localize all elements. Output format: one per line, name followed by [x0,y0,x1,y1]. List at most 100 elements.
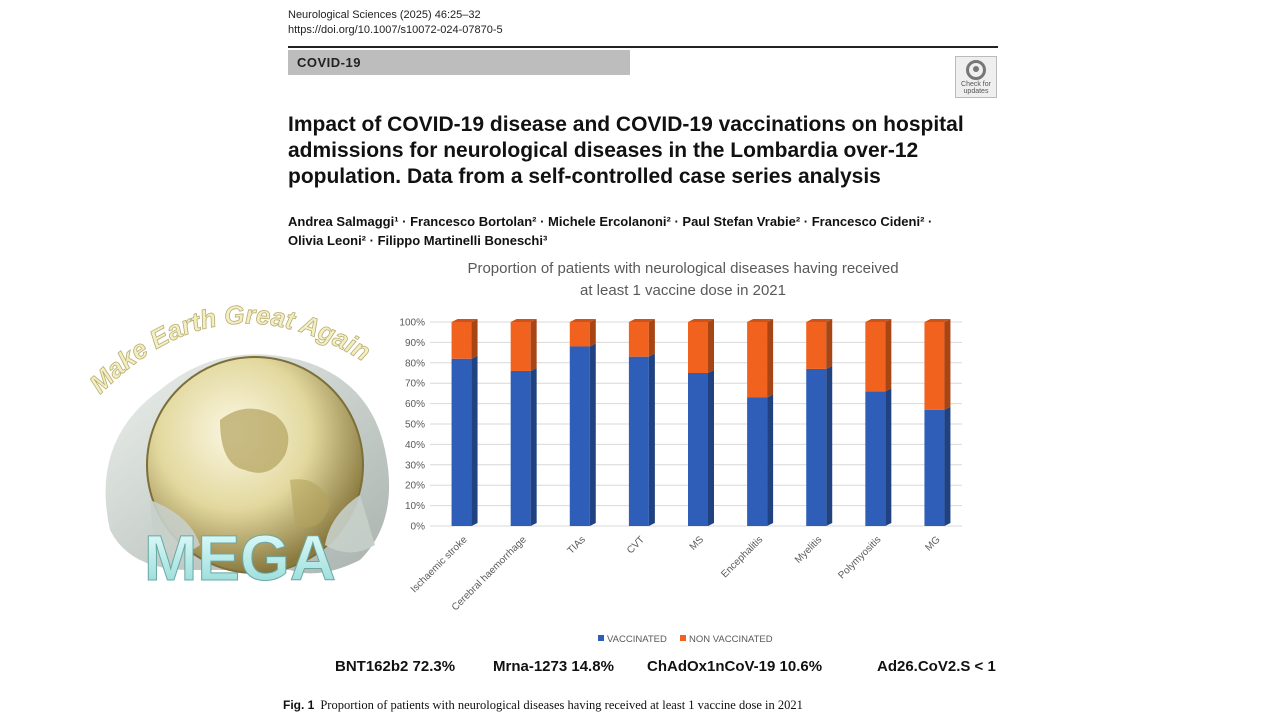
bar-side [708,370,714,526]
bar-vaccinated [747,394,774,526]
bar-non-vaccinated [628,319,655,357]
chart-title-line-2: at least 1 vaccine dose in 2021 [580,282,786,299]
bar-non-vaccinated [688,319,714,373]
vaccine-share-chadox1: ChAdOx1nCoV-19 10.6% [647,658,823,675]
bar-side [708,319,714,373]
bar-front [688,322,708,373]
bar-front [747,397,768,526]
bar-top [569,319,596,322]
vaccine-share-bnt162b2: BNT162b2 72.3% [335,658,456,675]
bar-non-vaccinated [865,319,892,392]
bar-side [530,367,537,526]
bar-side [648,353,655,526]
x-category-label: Ischaemic stroke [409,534,470,595]
bar-side [471,355,478,526]
legend-label-non-vaccinated: NON VACCINATED [689,634,773,645]
bar-front [569,322,590,347]
bar-side [471,319,478,359]
bar-side [648,319,655,357]
paper-title: Impact of COVID-19 disease and COVID-19 … [288,113,964,188]
bar-top [628,319,655,322]
hands [150,495,375,554]
bar-side [767,394,774,526]
bar-front [924,409,945,526]
figure-caption: Fig. 1 Proportion of patients with neurol… [283,698,803,713]
y-tick-label: 100% [399,318,425,329]
bar-side [826,319,833,369]
bar-vaccinated [865,388,892,526]
x-category-label: Myelitis [793,534,824,565]
bar-front [747,322,768,398]
bar-top [806,319,833,322]
bar-side [826,365,833,526]
stacked-bar-chart: Proportion of patients with neurological… [399,260,962,645]
bar-non-vaccinated [747,319,774,398]
x-category-label: CVT [625,534,647,556]
bar-side [589,343,596,526]
y-tick-label: 30% [405,460,425,471]
x-category-label: Polymyositis [836,534,883,581]
bar-side [530,319,537,371]
bar-front [865,391,886,526]
figure-caption-text: Proportion of patients with neurological… [320,698,803,712]
y-tick-label: 90% [405,338,425,349]
check-for-updates-badge[interactable]: Check for updates [955,56,997,98]
chart-bars [451,319,951,526]
bar-front [628,322,649,357]
bar-front [510,370,531,526]
crossmark-icon [966,60,986,80]
bar-top [688,319,714,322]
vaccine-share-ad26: Ad26.CoV2.S < 1 [877,658,996,675]
bar-vaccinated [569,343,596,526]
bar-top [865,319,892,322]
bar-side [944,319,951,410]
bar-vaccinated [924,406,951,526]
authors-line-1: Andrea Salmaggi¹ · Francesco Bortolan² ·… [288,214,933,229]
bar-side [767,319,774,398]
bar-top [924,319,951,322]
y-tick-label: 20% [405,481,425,492]
legend-swatch-non-vaccinated [680,635,686,641]
bar-front [806,322,827,369]
check-for-updates-label: Check for updates [961,81,991,95]
legend-label-vaccinated: VACCINATED [607,634,667,645]
bar-vaccinated [806,365,833,526]
bar-side [589,319,596,347]
bar-non-vaccinated [569,319,596,347]
y-tick-label: 0% [411,522,426,533]
bar-non-vaccinated [510,319,537,371]
authors-line-2: Olivia Leoni² · Filippo Martinelli Bones… [288,233,548,248]
journal-header: Neurological Sciences (2025) 46:25–32 ht… [288,8,503,38]
figure-caption-label: Fig. 1 [283,698,315,712]
y-axis-ticks: 0% 10% 20% 30% 40% 50% 60% 70% 80% 90% 100% [399,318,425,533]
x-category-label: TIAs [566,534,588,556]
x-category-label: MS [688,534,707,553]
y-tick-label: 40% [405,440,425,451]
bar-front [451,322,472,359]
bar-top [451,319,478,322]
vaccine-share-mrna1273: Mrna-1273 14.8% [493,658,614,675]
bar-front [865,322,886,392]
bar-top [747,319,774,322]
bar-front [806,368,827,526]
doi-link[interactable]: https://doi.org/10.1007/s10072-024-07870… [288,24,503,36]
y-tick-label: 80% [405,358,425,369]
bar-side [944,406,951,526]
y-tick-label: 70% [405,379,425,390]
header-rule [288,46,998,48]
author-list: Andrea Salmaggi¹ · Francesco Bortolan² ·… [288,212,988,250]
bar-front [688,373,708,526]
bar-vaccinated [510,367,537,526]
globe-continent [290,479,330,528]
bar-front [628,356,649,526]
legend-swatch-vaccinated [598,635,604,641]
globe-continent [220,408,289,473]
bar-non-vaccinated [924,319,951,410]
bar-non-vaccinated [806,319,833,369]
bar-non-vaccinated [451,319,478,359]
y-tick-label: 10% [405,501,425,512]
bar-front [924,322,945,410]
chart-legend: VACCINATED NON VACCINATED [598,634,773,645]
bar-vaccinated [451,355,478,526]
